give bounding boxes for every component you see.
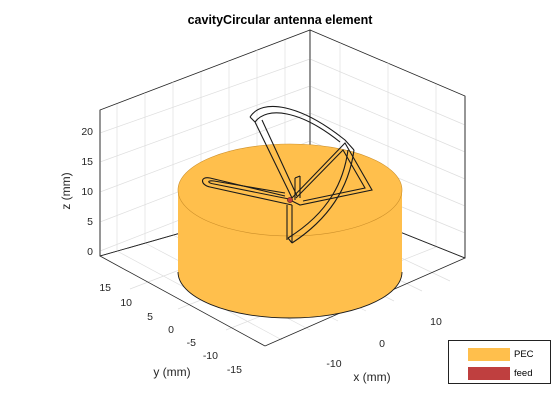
z-tick-label: 5 bbox=[87, 216, 93, 228]
z-axis-label: z (mm) bbox=[59, 172, 73, 209]
y-tick-label: 0 bbox=[168, 324, 174, 336]
y-tick-label: 10 bbox=[120, 297, 132, 309]
cavity-bottom-edge bbox=[177, 271, 403, 319]
x-tick-label: 10 bbox=[430, 316, 442, 328]
legend[interactable]: PEC feed bbox=[448, 340, 551, 384]
y-tick-label: 5 bbox=[147, 311, 153, 323]
feed-point bbox=[287, 197, 293, 203]
legend-entry-feed[interactable]: feed bbox=[449, 365, 533, 381]
y-axis: 15 10 5 0 -5 -10 -15 y (mm) bbox=[99, 282, 242, 379]
figure-title: cavityCircular antenna element bbox=[187, 13, 373, 27]
y-tick-label: -5 bbox=[187, 337, 196, 349]
z-tick-label: 15 bbox=[81, 156, 93, 168]
legend-entry-pec[interactable]: PEC bbox=[449, 346, 534, 362]
pec-swatch bbox=[468, 347, 510, 361]
x-axis-label: x (mm) bbox=[353, 370, 390, 384]
y-tick-label: -15 bbox=[227, 364, 242, 376]
legend-label: PEC bbox=[514, 348, 534, 360]
x-axis: -10 0 10 x (mm) bbox=[326, 316, 442, 384]
y-tick-label: -10 bbox=[203, 350, 218, 362]
x-tick-label: -10 bbox=[326, 358, 341, 370]
x-tick-label: 0 bbox=[379, 338, 385, 350]
y-axis-label: y (mm) bbox=[153, 365, 190, 379]
z-axis: 20 15 10 5 0 z (mm) bbox=[59, 126, 93, 258]
z-tick-label: 20 bbox=[81, 126, 93, 138]
feed-swatch bbox=[468, 366, 510, 380]
z-tick-label: 10 bbox=[81, 186, 93, 198]
cavity-top bbox=[177, 143, 403, 237]
legend-label: feed bbox=[514, 367, 533, 379]
cavity-cylinder bbox=[177, 143, 403, 319]
antenna-element bbox=[201, 105, 373, 244]
z-tick-label: 0 bbox=[87, 246, 93, 258]
y-tick-label: 15 bbox=[99, 282, 111, 294]
